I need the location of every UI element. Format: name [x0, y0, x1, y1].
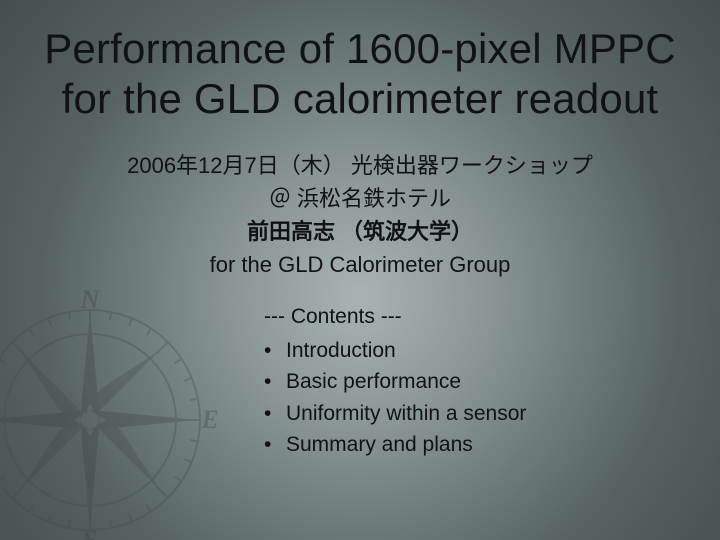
contents-list: Introduction Basic performance Uniformit…: [264, 335, 692, 461]
venue-line: ＠ 浜松名鉄ホテル: [81, 182, 639, 215]
list-item: Basic performance: [264, 366, 692, 398]
contents-block: --- Contents --- Introduction Basic perf…: [264, 301, 692, 461]
slide-content: Performance of 1600-pixel MPPC for the G…: [0, 0, 720, 540]
contents-header: --- Contents ---: [264, 301, 692, 333]
list-item: Introduction: [264, 335, 692, 367]
slide-title: Performance of 1600-pixel MPPC for the G…: [28, 24, 692, 123]
subtitle-block: 2006年12月7日（木） 光検出器ワークショップ ＠ 浜松名鉄ホテル 前田高志…: [81, 149, 639, 281]
event-date-line: 2006年12月7日（木） 光検出器ワークショップ: [81, 149, 639, 182]
author-line: 前田高志 （筑波大学）: [81, 215, 639, 248]
list-item: Summary and plans: [264, 429, 692, 461]
list-item: Uniformity within a sensor: [264, 398, 692, 430]
group-line: for the GLD Calorimeter Group: [81, 248, 639, 281]
